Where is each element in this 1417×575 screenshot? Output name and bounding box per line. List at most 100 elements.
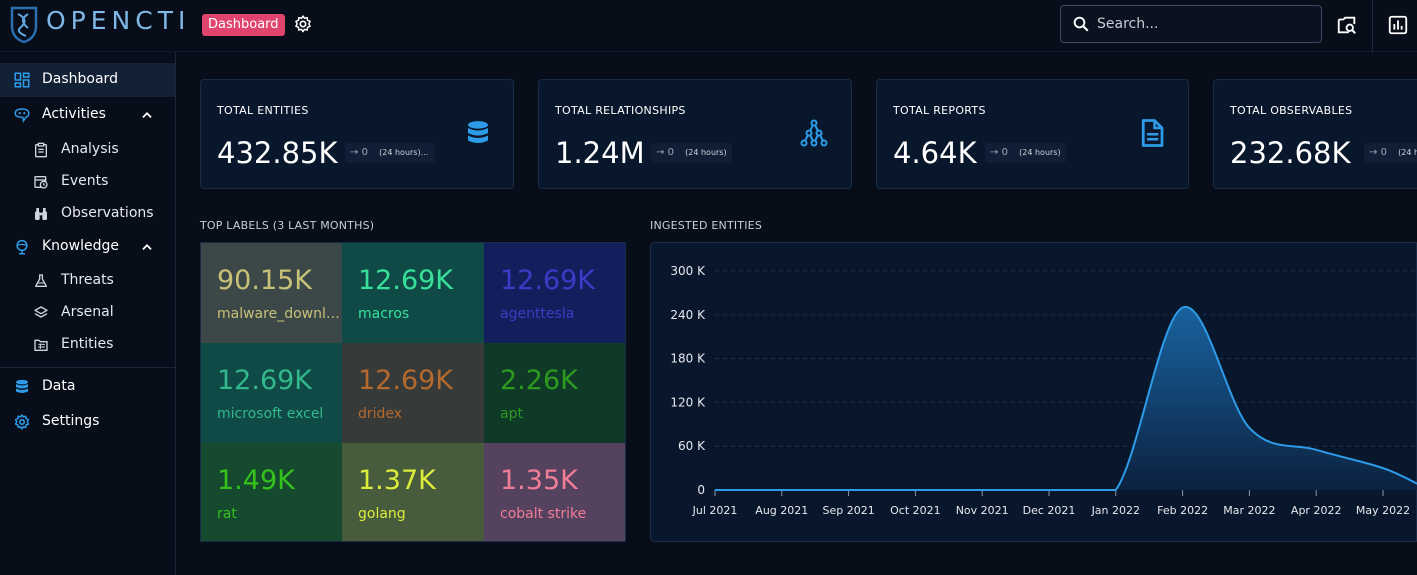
sidebar-item-dashboard[interactable]: Dashboard bbox=[0, 63, 175, 97]
card-delta: → 0 (24 hours) bbox=[985, 143, 1066, 163]
x-tick-label: Nov 2021 bbox=[956, 504, 1009, 517]
sidebar-item-label: Arsenal bbox=[61, 304, 114, 320]
card-total-observables: TOTAL OBSERVABLES 232.68K → 0 (24 hours) bbox=[1213, 79, 1417, 189]
x-tick-label: Mar 2022 bbox=[1223, 504, 1275, 517]
label-tile[interactable]: 1.37K golang bbox=[342, 443, 484, 541]
y-tick-label: 180 K bbox=[670, 352, 706, 366]
sidebar-item-label: Entities bbox=[61, 336, 114, 352]
card-total-relationships: TOTAL RELATIONSHIPS 1.24M → 0 (24 hours) bbox=[538, 79, 852, 189]
globe-icon bbox=[16, 239, 28, 255]
dashboard-icon bbox=[14, 72, 30, 88]
search-icon bbox=[1073, 16, 1089, 32]
document-icon bbox=[1141, 119, 1164, 147]
gear-icon[interactable] bbox=[293, 14, 313, 34]
x-tick-label: May 2022 bbox=[1356, 504, 1410, 517]
card-value: 1.24M bbox=[555, 136, 645, 170]
label-tile[interactable]: 12.69K dridex bbox=[342, 343, 484, 443]
x-tick-label: Apr 2022 bbox=[1291, 504, 1342, 517]
x-tick-label: Oct 2021 bbox=[890, 504, 941, 517]
layers-icon bbox=[34, 306, 48, 318]
label-tile[interactable]: 12.69K agenttesla bbox=[484, 243, 625, 343]
sidebar-item-label: Events bbox=[61, 173, 109, 189]
area-fill bbox=[715, 307, 1417, 490]
sidebar-item-activities[interactable]: Activities bbox=[0, 98, 175, 132]
tile-value: 1.37K bbox=[358, 465, 436, 496]
label-tile[interactable]: 90.15K malware_downloa... bbox=[201, 243, 342, 343]
card-total-entities: TOTAL ENTITIES 432.85K → 0 (24 hours)... bbox=[200, 79, 514, 189]
database-icon bbox=[468, 121, 488, 143]
tile-value: 12.69K bbox=[500, 265, 596, 296]
card-value: 432.85K bbox=[217, 136, 338, 170]
logo-text[interactable]: OPENCTI bbox=[46, 6, 191, 35]
chevron-up-icon[interactable] bbox=[140, 108, 154, 122]
sidebar-item-knowledge[interactable]: Knowledge bbox=[0, 230, 175, 264]
x-tick-label: Dec 2021 bbox=[1023, 504, 1076, 517]
sidebar-item-settings[interactable]: Settings bbox=[0, 405, 175, 439]
opencti-logo-icon[interactable] bbox=[8, 4, 40, 44]
activities-icon bbox=[14, 108, 30, 124]
sidebar-item-label: Dashboard bbox=[42, 71, 118, 87]
relationship-graph-icon bbox=[800, 119, 828, 147]
sidebar-item-label: Data bbox=[42, 378, 76, 394]
card-total-reports: TOTAL REPORTS 4.64K → 0 (24 hours) bbox=[876, 79, 1189, 189]
card-value: 4.64K bbox=[893, 136, 977, 170]
label-tile[interactable]: 2.26K apt bbox=[484, 343, 625, 443]
sidebar-item-threats[interactable]: Threats bbox=[0, 265, 175, 297]
tile-value: 1.35K bbox=[500, 465, 578, 496]
y-tick-label: 240 K bbox=[670, 308, 706, 322]
flask-icon bbox=[35, 274, 47, 287]
search-input[interactable] bbox=[1097, 14, 1307, 34]
y-tick-label: 0 bbox=[697, 483, 705, 497]
x-tick-label: Jul 2021 bbox=[692, 504, 738, 517]
sidebar-item-events[interactable]: Events bbox=[0, 166, 175, 198]
delta-period: (24 hours) bbox=[1019, 148, 1061, 157]
sidebar-item-arsenal[interactable]: Arsenal bbox=[0, 297, 175, 329]
sidebar-item-entities[interactable]: Entities bbox=[0, 329, 175, 361]
dashboard-badge: Dashboard bbox=[202, 14, 285, 36]
tile-label: golang bbox=[358, 506, 406, 522]
top-labels-title: TOP LABELS (3 LAST MONTHS) bbox=[200, 219, 375, 232]
sidebar-item-label: Settings bbox=[42, 413, 100, 429]
delta-period: (24 hours) bbox=[1398, 148, 1417, 157]
label-tile[interactable]: 12.69K macros bbox=[342, 243, 484, 343]
tile-label: cobalt strike bbox=[500, 506, 587, 522]
delta-value: 0 bbox=[667, 147, 674, 158]
sidebar-item-label: Knowledge bbox=[42, 238, 119, 254]
tile-label: macros bbox=[358, 306, 410, 322]
tile-label: malware_downloa... bbox=[217, 306, 342, 322]
sidebar-item-observations[interactable]: Observations bbox=[0, 198, 175, 230]
tile-label: agenttesla bbox=[500, 306, 575, 322]
delta-period: (24 hours)... bbox=[379, 148, 429, 157]
sidebar-item-data[interactable]: Data bbox=[0, 370, 175, 404]
card-title: TOTAL RELATIONSHIPS bbox=[555, 104, 686, 117]
label-tile[interactable]: 1.35K cobalt strike bbox=[484, 443, 625, 541]
tile-label: rat bbox=[217, 506, 237, 522]
search-box[interactable] bbox=[1060, 5, 1322, 43]
tile-label: dridex bbox=[358, 406, 403, 422]
card-delta: → 0 (24 hours)... bbox=[345, 143, 435, 163]
arrow-right-icon: → bbox=[990, 147, 999, 158]
tile-value: 2.26K bbox=[500, 365, 578, 396]
top-bar: OPENCTI Dashboard bbox=[0, 0, 1417, 52]
delta-value: 0 bbox=[1380, 147, 1387, 158]
tile-value: 12.69K bbox=[217, 365, 313, 396]
tile-label: microsoft excel bbox=[217, 406, 324, 422]
arrow-right-icon: → bbox=[1369, 147, 1378, 158]
investigate-icon[interactable] bbox=[1336, 14, 1358, 36]
tile-label: apt bbox=[500, 406, 523, 422]
sidebar-item-analysis[interactable]: Analysis bbox=[0, 134, 175, 166]
y-tick-label: 120 K bbox=[670, 395, 706, 409]
toolbar-divider bbox=[1372, 0, 1373, 52]
chevron-up-icon[interactable] bbox=[140, 240, 154, 254]
label-tile[interactable]: 12.69K microsoft excel bbox=[201, 343, 342, 443]
bar-chart-icon[interactable] bbox=[1387, 14, 1409, 36]
tile-value: 1.49K bbox=[217, 465, 295, 496]
sidebar-item-label: Activities bbox=[42, 106, 106, 122]
binoculars-icon bbox=[35, 208, 47, 220]
card-delta: → 0 (24 hours) bbox=[651, 143, 732, 163]
tile-value: 12.69K bbox=[358, 265, 454, 296]
top-labels-treemap: 90.15K malware_downloa... 12.69K macros 12… bbox=[200, 242, 626, 542]
x-tick-label: Sep 2021 bbox=[822, 504, 874, 517]
sidebar: Dashboard Activities Analysis Events bbox=[0, 52, 176, 575]
label-tile[interactable]: 1.49K rat bbox=[201, 443, 342, 541]
